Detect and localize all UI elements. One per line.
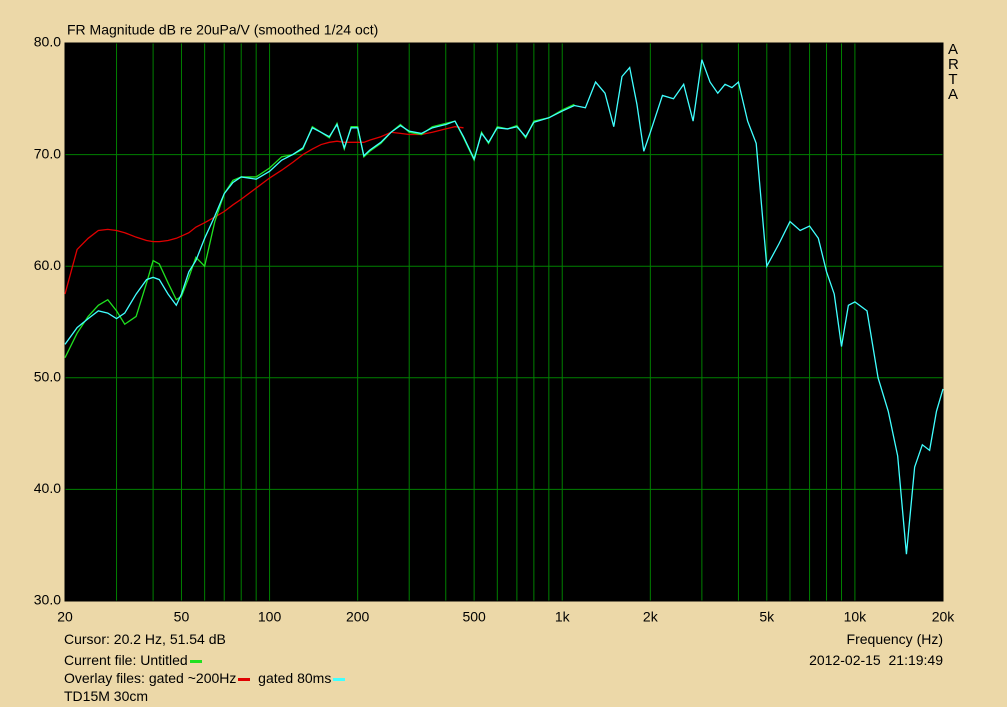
x-tick-label: 10k — [844, 609, 868, 625]
x-tick-label: 20 — [57, 609, 73, 625]
current-label: Current file: — [64, 652, 137, 668]
series-line — [64, 59, 944, 555]
legend-swatch — [238, 677, 251, 681]
y-tick-label: 70.0 — [34, 145, 61, 161]
x-tick-label: 2k — [643, 609, 659, 625]
y-tick-label: 60.0 — [34, 257, 61, 273]
x-tick-label: 5k — [759, 609, 775, 625]
cursor-readout: Cursor: 20.2 Hz, 51.54 dB — [64, 631, 226, 647]
legend-label: gated 80ms — [258, 670, 332, 686]
y-tick-label: 30.0 — [34, 592, 61, 608]
timestamp: 2012-02-15 21:19:49 — [809, 652, 943, 668]
x-tick-label: 200 — [346, 609, 370, 625]
chart-title: FR Magnitude dB re 20uPa/V (smoothed 1/2… — [67, 22, 378, 38]
x-tick-label: 20k — [932, 609, 956, 625]
x-axis-label: Frequency (Hz) — [846, 631, 943, 647]
overlay-files: Overlay files: gated ~200Hz gated 80ms — [64, 670, 346, 686]
overlay-label: Overlay files: — [64, 670, 145, 686]
brand: ARTA — [948, 41, 959, 103]
y-tick-label: 40.0 — [34, 480, 61, 496]
legend-swatch — [189, 659, 202, 663]
plot-border — [64, 42, 944, 602]
legend-label: gated ~200Hz — [148, 670, 237, 686]
y-tick-label: 50.0 — [34, 369, 61, 385]
y-tick-label: 80.0 — [34, 34, 61, 50]
x-tick-label: 50 — [174, 609, 190, 625]
current-file: Current file: Untitled — [64, 652, 202, 668]
legend-swatch — [333, 677, 346, 681]
legend-label: Untitled — [140, 652, 188, 668]
note: TD15M 30cm — [64, 688, 149, 704]
series-line — [64, 126, 464, 295]
plot-area — [64, 42, 944, 602]
x-tick-label: 100 — [258, 609, 282, 625]
x-tick-label: 1k — [555, 609, 571, 625]
x-tick-label: 500 — [462, 609, 486, 625]
